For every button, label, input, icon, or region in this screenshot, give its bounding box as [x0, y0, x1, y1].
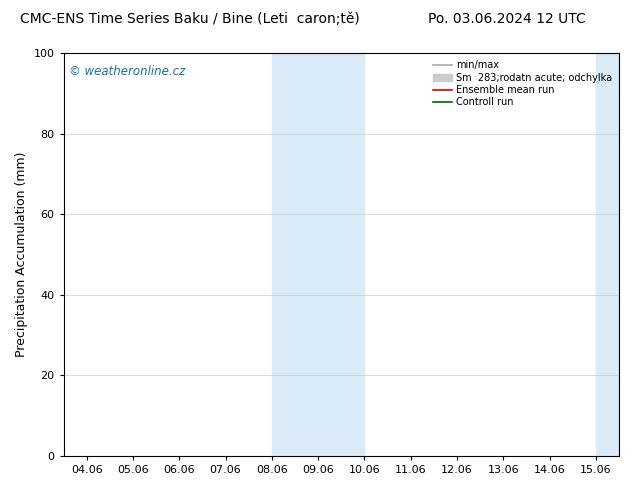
Text: Po. 03.06.2024 12 UTC: Po. 03.06.2024 12 UTC: [429, 12, 586, 26]
Legend: min/max, Sm  283;rodatn acute; odchylka, Ensemble mean run, Controll run: min/max, Sm 283;rodatn acute; odchylka, …: [429, 56, 616, 111]
Text: © weatheronline.cz: © weatheronline.cz: [69, 65, 185, 78]
Bar: [318, 53, 365, 456]
Bar: [272, 53, 318, 456]
Bar: [596, 53, 634, 456]
Text: CMC-ENS Time Series Baku / Bine (Leti  caron;tě): CMC-ENS Time Series Baku / Bine (Leti ca…: [20, 12, 360, 26]
Y-axis label: Precipitation Accumulation (mm): Precipitation Accumulation (mm): [15, 152, 28, 357]
